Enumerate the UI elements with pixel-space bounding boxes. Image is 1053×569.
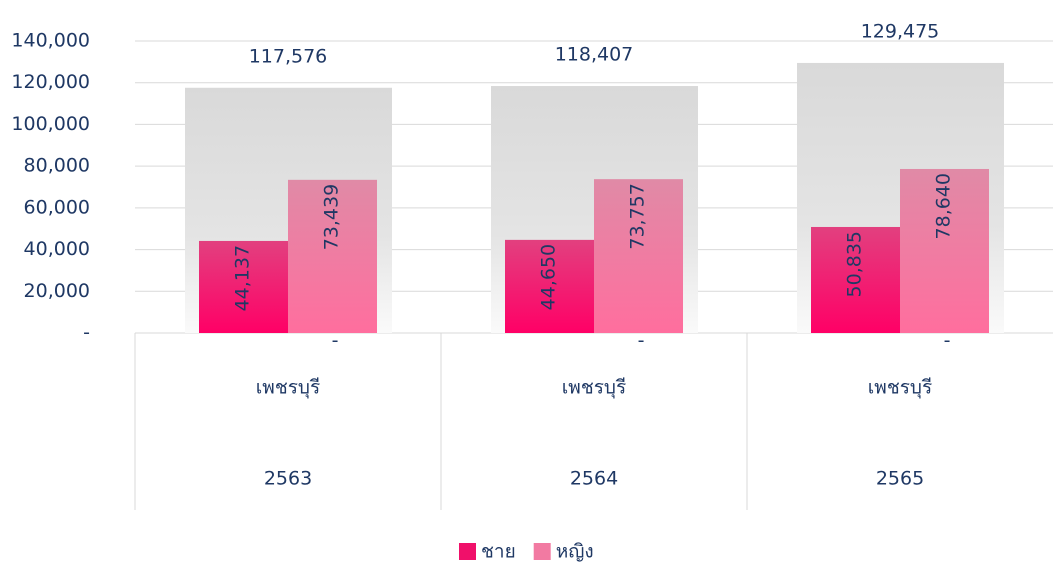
zero-label: - — [638, 330, 645, 352]
x-tick-label: เพชรบุรี — [562, 377, 626, 400]
x-tick-label: 2564 — [570, 468, 618, 490]
bar — [288, 179, 377, 333]
y-tick-label: 80,000 — [24, 155, 90, 177]
bar — [505, 239, 594, 333]
value-label: 44,650 — [538, 244, 560, 310]
bar — [594, 179, 683, 333]
bar — [199, 240, 288, 333]
y-tick-label: 120,000 — [11, 71, 90, 93]
y-tick-label: 20,000 — [24, 280, 90, 302]
bar — [811, 226, 900, 333]
legend-swatch — [533, 543, 551, 560]
x-tick-label: เพชรบุรี — [256, 377, 320, 400]
value-label: 78,640 — [933, 173, 955, 239]
zero-label: - — [332, 330, 339, 352]
total-label: 129,475 — [861, 20, 940, 42]
y-tick-label: - — [83, 322, 90, 344]
zero-label: - — [944, 330, 951, 352]
x-tick-label: 2563 — [264, 468, 312, 490]
legend-label: ชาย — [481, 541, 516, 563]
y-tick-label: 60,000 — [24, 196, 90, 218]
total-label: 117,576 — [249, 45, 328, 67]
total-label: 118,407 — [555, 44, 634, 66]
x-tick-label: เพชรบุรี — [868, 377, 932, 400]
value-label: 50,835 — [844, 231, 866, 297]
legend-label: หญิง — [556, 541, 594, 563]
y-tick-label: 100,000 — [11, 113, 90, 135]
y-tick-label: 140,000 — [11, 30, 90, 52]
y-tick-label: 40,000 — [24, 238, 90, 260]
legend-swatch — [459, 543, 476, 560]
value-label: 73,757 — [627, 183, 649, 249]
x-tick-label: 2565 — [876, 468, 924, 490]
bar — [900, 168, 989, 333]
value-label: 73,439 — [321, 184, 343, 250]
value-label: 44,137 — [232, 245, 254, 311]
